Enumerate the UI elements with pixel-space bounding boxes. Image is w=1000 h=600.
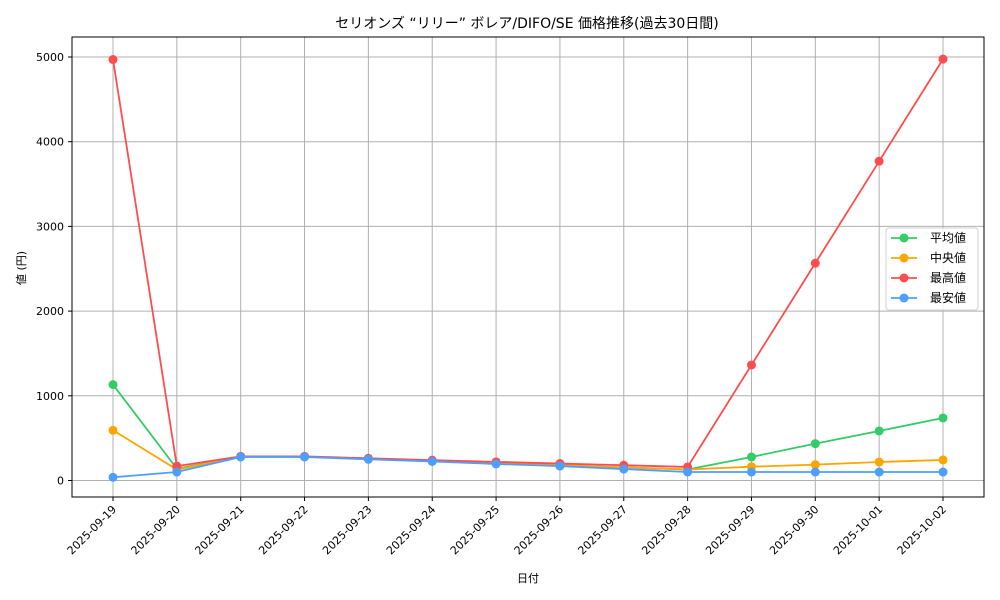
x-tick-label: 2025-09-22	[256, 503, 310, 557]
x-tick-label: 2025-09-20	[129, 503, 183, 557]
series-line	[108, 380, 948, 474]
data-point	[874, 156, 884, 166]
x-axis-label: 日付	[517, 572, 539, 585]
data-point	[810, 460, 820, 470]
legend-item: 平均値	[891, 230, 966, 245]
data-point	[810, 439, 820, 449]
data-point	[172, 467, 182, 477]
data-point	[555, 461, 565, 471]
data-point	[491, 459, 501, 469]
data-point	[363, 454, 373, 464]
data-point	[938, 413, 948, 423]
data-point	[874, 457, 884, 467]
legend-item: 最安値	[891, 290, 966, 305]
plot-area	[71, 36, 985, 498]
legend-label: 平均値	[930, 230, 966, 245]
grid	[72, 37, 984, 497]
data-point	[108, 425, 118, 435]
data-point	[810, 258, 820, 268]
x-tick-label: 2025-09-26	[512, 503, 566, 557]
x-tick-label: 2025-10-01	[831, 503, 885, 557]
x-tick-label: 2025-09-30	[767, 503, 821, 557]
x-tick-label: 2025-09-28	[639, 503, 693, 557]
data-point	[683, 467, 693, 477]
data-point	[746, 467, 756, 477]
data-point	[300, 452, 310, 462]
x-tick-label: 2025-09-29	[703, 503, 757, 557]
legend-item: 中央値	[891, 250, 966, 265]
data-point	[108, 55, 118, 65]
x-tick-label: 2025-09-27	[575, 503, 629, 557]
legend-label: 最安値	[930, 290, 966, 305]
x-tick-label: 2025-10-02	[895, 503, 949, 557]
series-line	[108, 54, 948, 472]
y-axis-label: 値 (円)	[15, 251, 28, 285]
y-tick-label: 3000	[36, 220, 64, 233]
y-tick-label: 1000	[36, 390, 64, 403]
x-axis-ticks: 2025-09-19 2025-09-20 2025-09-21 2025-09-22…	[65, 497, 949, 557]
y-tick-label: 5000	[36, 51, 64, 64]
x-tick-label: 2025-09-21	[192, 503, 246, 557]
y-tick-label: 4000	[36, 136, 64, 149]
series-line	[108, 452, 948, 482]
y-tick-label: 2000	[36, 305, 64, 318]
chart-title: セリオンズ “リリー” ボレア/DIFO/SE 価格推移(過去30日間)	[335, 16, 718, 32]
data-point	[938, 54, 948, 64]
data-point	[746, 452, 756, 462]
y-tick-label: 0	[57, 475, 64, 488]
data-point	[746, 360, 756, 370]
data-point	[938, 467, 948, 477]
legend-label: 中央値	[930, 250, 966, 265]
series-line	[108, 425, 948, 474]
data-point	[236, 452, 246, 462]
series-lines	[108, 54, 948, 482]
x-tick-label: 2025-09-19	[65, 503, 119, 557]
data-point	[874, 467, 884, 477]
x-tick-label: 2025-09-23	[320, 503, 374, 557]
x-tick-label: 2025-09-25	[448, 503, 502, 557]
data-point	[108, 472, 118, 482]
data-point	[938, 455, 948, 465]
y-axis-ticks: 0 1000 2000 3000 4000 5000	[36, 51, 72, 488]
data-point	[619, 464, 629, 474]
data-point	[874, 426, 884, 436]
legend-label: 最高値	[930, 270, 966, 285]
data-point	[108, 380, 118, 390]
data-point	[427, 456, 437, 466]
legend-item: 最高値	[891, 270, 966, 285]
data-point	[810, 467, 820, 477]
x-tick-label: 2025-09-24	[384, 503, 438, 557]
